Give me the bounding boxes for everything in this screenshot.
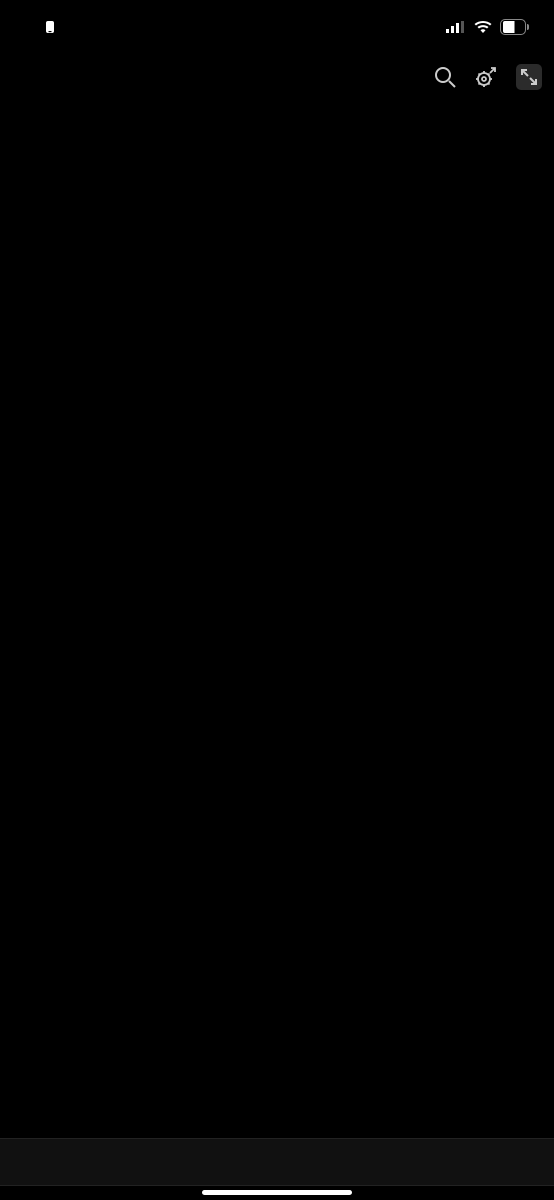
battery-indicator [500,19,526,35]
stat-change [282,116,540,125]
wifi-icon [474,21,492,34]
header-row [0,54,554,96]
home-indicator-bar [0,1186,554,1200]
price-row [0,96,554,108]
status-bar [0,0,554,54]
price-chart[interactable] [0,140,554,290]
stat-high [14,127,272,136]
home-indicator[interactable] [202,1190,352,1195]
swatch-close [14,116,23,125]
collapse-icon[interactable] [516,64,542,90]
cellular-icon [446,21,466,33]
stat-low [282,127,540,136]
notification-icon [44,21,56,35]
range-selector [0,1138,554,1186]
status-time [40,17,56,38]
chart-canvas[interactable] [0,140,300,290]
search-icon[interactable] [434,66,456,88]
stat-close [14,116,272,125]
swatch-change [282,116,291,125]
chart-header [0,108,554,116]
swatch-low [282,127,291,136]
status-right [446,19,526,35]
swatch-high [14,127,23,136]
stats-grid [0,116,554,140]
gear-icon[interactable] [474,65,498,89]
